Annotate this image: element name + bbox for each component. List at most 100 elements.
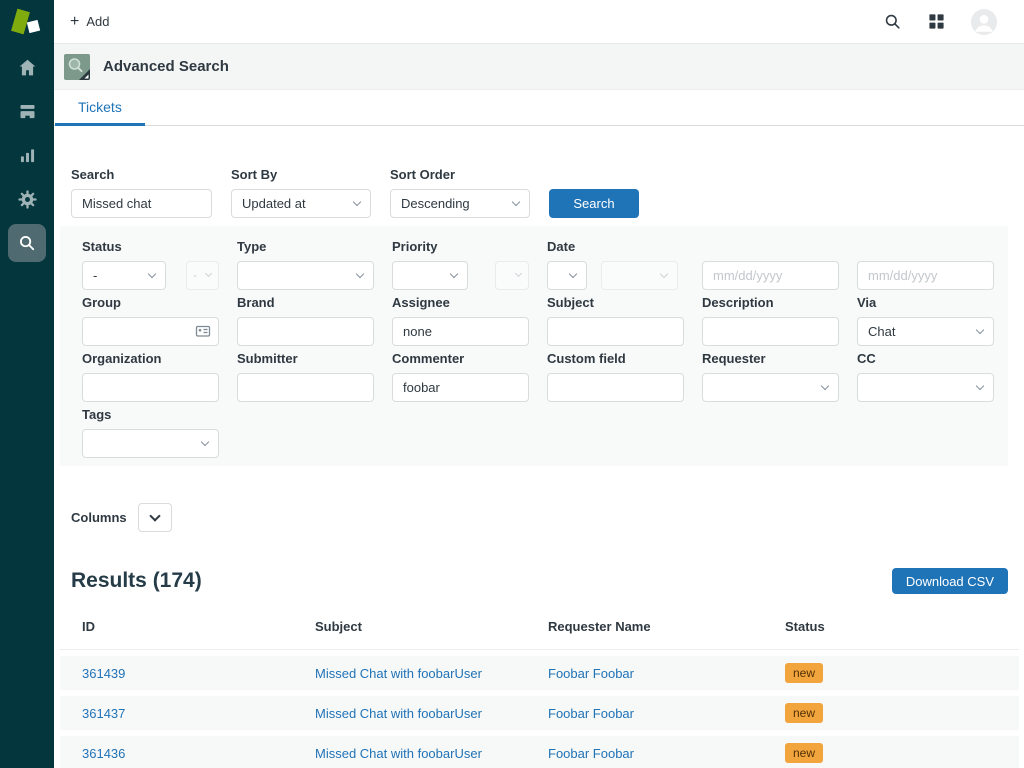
global-search-icon[interactable] <box>883 12 902 31</box>
submitter-input[interactable] <box>237 373 374 402</box>
description-input[interactable] <box>702 317 839 346</box>
tags-label: Tags <box>82 407 219 422</box>
topbar: + Add <box>54 0 1024 44</box>
date-operator-select[interactable] <box>547 261 587 290</box>
status-select[interactable]: - <box>82 261 166 290</box>
date-from-input[interactable] <box>702 261 839 290</box>
sidebar-item-settings[interactable] <box>8 180 46 218</box>
chevron-down-icon <box>821 381 829 389</box>
assignee-label: Assignee <box>392 295 529 310</box>
column-header-id: ID <box>82 619 315 634</box>
priority-secondary-select <box>495 261 529 290</box>
advanced-search-app-icon <box>64 54 90 80</box>
commenter-input[interactable] <box>392 373 529 402</box>
results-title: Results (174) <box>71 569 202 593</box>
brand-logo[interactable] <box>9 7 45 41</box>
status-secondary-value: - <box>193 270 197 282</box>
brand-input[interactable] <box>237 317 374 346</box>
user-avatar[interactable] <box>971 9 997 35</box>
column-header-requester: Requester Name <box>548 619 785 634</box>
group-input[interactable] <box>82 317 219 346</box>
sidebar-item-reports[interactable] <box>8 136 46 174</box>
status-badge: new <box>785 743 823 763</box>
via-label: Via <box>857 295 994 310</box>
page-content: Search Sort By Updated at Sort Order Des… <box>54 126 1024 768</box>
sort-order-select[interactable]: Descending <box>390 189 530 218</box>
status-secondary-select: - <box>186 261 219 290</box>
results-header: Results (174) Download CSV <box>71 568 1008 594</box>
home-icon <box>17 57 38 78</box>
chevron-down-icon <box>515 269 522 276</box>
ticket-id-link[interactable]: 361439 <box>82 666 125 681</box>
search-icon <box>17 233 37 253</box>
app-window: + Add <box>0 0 1024 768</box>
organization-input[interactable] <box>82 373 219 402</box>
cc-select[interactable] <box>857 373 994 402</box>
assignee-input[interactable] <box>392 317 529 346</box>
status-badge: new <box>785 663 823 683</box>
search-input[interactable] <box>71 189 212 218</box>
subject-input[interactable] <box>547 317 684 346</box>
add-button[interactable]: + Add <box>64 10 115 33</box>
custom-field-input[interactable] <box>547 373 684 402</box>
chevron-down-icon <box>149 510 160 521</box>
priority-label: Priority <box>392 239 529 254</box>
brand-label: Brand <box>237 295 374 310</box>
apps-grid-icon[interactable] <box>928 13 945 30</box>
chevron-down-icon <box>148 269 156 277</box>
chevron-down-icon <box>512 197 520 205</box>
logo-white-shape <box>27 20 40 33</box>
via-select[interactable]: Chat <box>857 317 994 346</box>
description-label: Description <box>702 295 839 310</box>
type-label: Type <box>237 239 374 254</box>
date-range-select <box>601 261 678 290</box>
subject-label: Subject <box>547 295 684 310</box>
download-csv-button[interactable]: Download CSV <box>892 568 1008 594</box>
ticket-subject-link[interactable]: Missed Chat with foobarUser <box>315 706 482 721</box>
commenter-label: Commenter <box>392 351 529 366</box>
status-badge: new <box>785 703 823 723</box>
requester-select[interactable] <box>702 373 839 402</box>
tab-bar: Tickets <box>54 90 1024 126</box>
sidebar-item-home[interactable] <box>8 48 46 86</box>
requester-name-link[interactable]: Foobar Foobar <box>548 666 634 681</box>
sort-by-select[interactable]: Updated at <box>231 189 371 218</box>
sidebar-item-search[interactable] <box>8 224 46 262</box>
date-to-input[interactable] <box>857 261 994 290</box>
sort-by-label: Sort By <box>231 167 371 182</box>
chevron-down-icon <box>356 269 364 277</box>
sort-order-value: Descending <box>401 196 470 211</box>
views-tray-icon <box>17 101 38 122</box>
table-row: 361436 Missed Chat with foobarUser Fooba… <box>60 736 1019 768</box>
bar-chart-icon <box>17 145 38 166</box>
columns-dropdown-button[interactable] <box>138 503 172 532</box>
sidebar <box>0 0 54 768</box>
search-sort-row: Search Sort By Updated at Sort Order Des… <box>71 167 1008 218</box>
requester-name-link[interactable]: Foobar Foobar <box>548 706 634 721</box>
topbar-right <box>883 9 997 35</box>
tags-select[interactable] <box>82 429 219 458</box>
search-button[interactable]: Search <box>549 189 639 218</box>
requester-name-link[interactable]: Foobar Foobar <box>548 746 634 761</box>
ticket-subject-link[interactable]: Missed Chat with foobarUser <box>315 746 482 761</box>
group-label: Group <box>82 295 219 310</box>
table-row: 361437 Missed Chat with foobarUser Fooba… <box>60 696 1019 730</box>
ticket-subject-link[interactable]: Missed Chat with foobarUser <box>315 666 482 681</box>
chevron-down-icon <box>201 437 209 445</box>
priority-select[interactable] <box>392 261 468 290</box>
ticket-id-link[interactable]: 361436 <box>82 746 125 761</box>
column-header-status: Status <box>785 619 1019 634</box>
sort-by-value: Updated at <box>242 196 306 211</box>
table-header-row: ID Subject Requester Name Status <box>60 604 1019 650</box>
tab-tickets[interactable]: Tickets <box>55 90 145 126</box>
requester-label: Requester <box>702 351 839 366</box>
sort-order-label: Sort Order <box>390 167 530 182</box>
chevron-down-icon <box>660 269 668 277</box>
type-select[interactable] <box>237 261 374 290</box>
ticket-id-link[interactable]: 361437 <box>82 706 125 721</box>
sidebar-item-views[interactable] <box>8 92 46 130</box>
status-value: - <box>93 268 97 283</box>
filter-panel: Status - - Typ <box>60 226 1008 466</box>
columns-row: Columns <box>71 503 1008 532</box>
main-area: + Add <box>54 0 1024 768</box>
